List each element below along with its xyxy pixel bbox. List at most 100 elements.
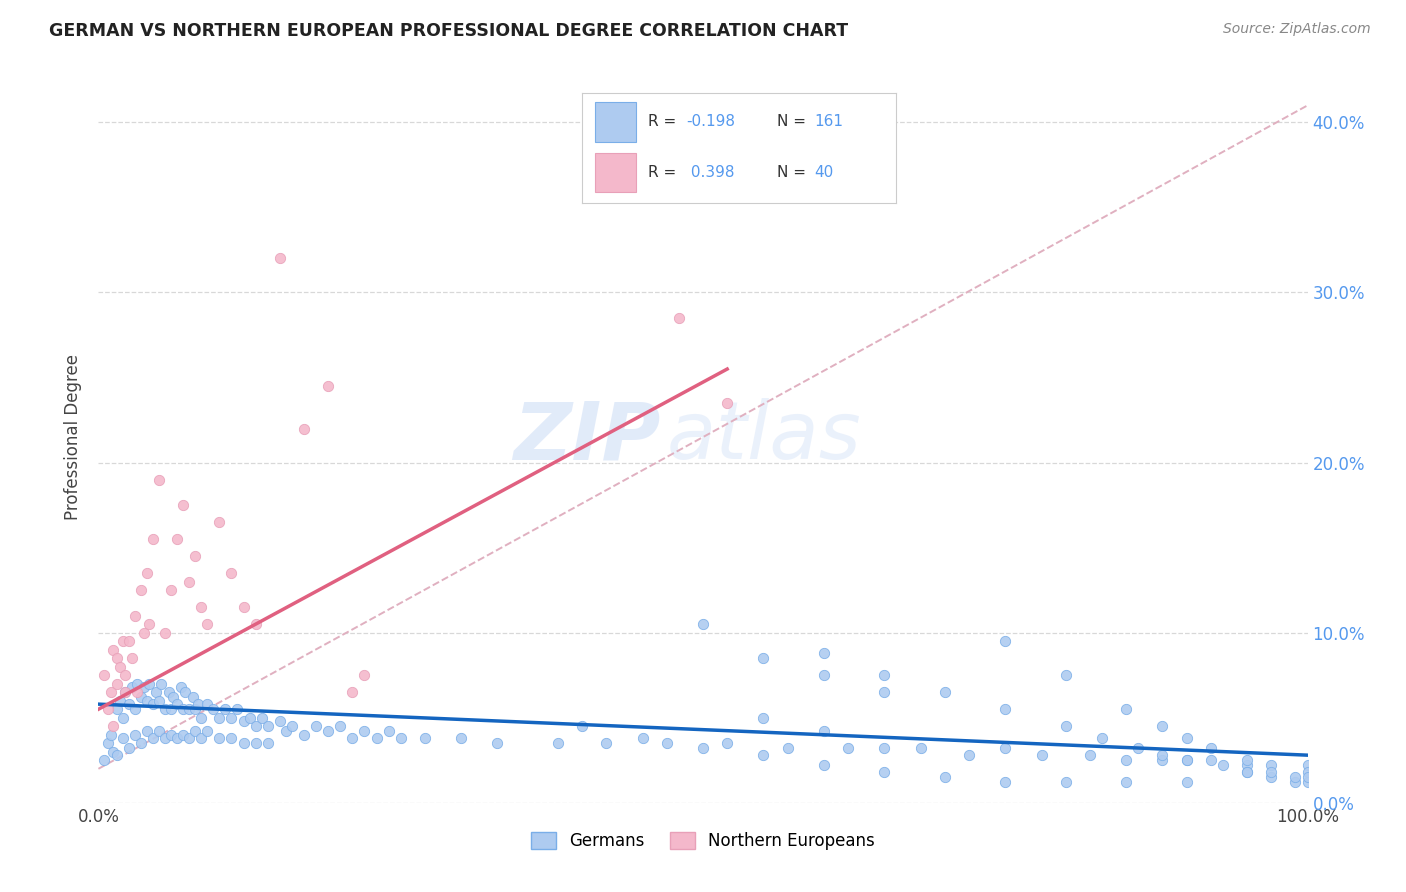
- Point: [232, 600, 254, 615]
- Point: [105, 677, 128, 691]
- Point: [1175, 731, 1198, 746]
- Point: [118, 741, 141, 756]
- Point: [450, 731, 472, 746]
- Point: [172, 728, 194, 742]
- Point: [1054, 775, 1077, 789]
- Point: [100, 728, 122, 742]
- Point: [837, 741, 859, 756]
- Point: [166, 532, 188, 546]
- Point: [145, 685, 167, 699]
- Point: [111, 634, 134, 648]
- Point: [114, 685, 136, 699]
- Point: [1236, 765, 1258, 780]
- Text: Source: ZipAtlas.com: Source: ZipAtlas.com: [1223, 22, 1371, 37]
- Point: [172, 498, 194, 512]
- Point: [1236, 758, 1258, 772]
- Point: [1152, 753, 1174, 767]
- Point: [166, 697, 188, 711]
- Point: [226, 702, 249, 716]
- Point: [1091, 731, 1114, 746]
- Point: [342, 685, 364, 699]
- Point: [813, 724, 835, 739]
- Point: [124, 702, 146, 716]
- Point: [202, 702, 225, 716]
- Point: [692, 617, 714, 632]
- Point: [245, 617, 267, 632]
- Point: [129, 736, 152, 750]
- Point: [101, 745, 124, 759]
- Text: ZIP: ZIP: [513, 398, 661, 476]
- Point: [245, 719, 267, 733]
- Point: [129, 583, 152, 598]
- Point: [239, 711, 262, 725]
- Point: [547, 736, 569, 750]
- Point: [100, 685, 122, 699]
- Point: [135, 724, 157, 739]
- Point: [934, 685, 956, 699]
- Point: [631, 731, 654, 746]
- Text: GERMAN VS NORTHERN EUROPEAN PROFESSIONAL DEGREE CORRELATION CHART: GERMAN VS NORTHERN EUROPEAN PROFESSIONAL…: [49, 22, 848, 40]
- Point: [195, 724, 218, 739]
- Point: [108, 659, 131, 673]
- Point: [994, 634, 1017, 648]
- Point: [232, 736, 254, 750]
- Point: [138, 677, 160, 691]
- Point: [595, 736, 617, 750]
- Point: [873, 685, 896, 699]
- Point: [148, 724, 170, 739]
- Point: [1078, 748, 1101, 763]
- Point: [1115, 753, 1137, 767]
- Point: [108, 694, 131, 708]
- Point: [1284, 775, 1306, 789]
- Point: [153, 625, 176, 640]
- Point: [274, 724, 297, 739]
- Point: [121, 680, 143, 694]
- Point: [208, 515, 231, 529]
- Point: [486, 736, 509, 750]
- Point: [1296, 758, 1319, 772]
- Point: [142, 532, 165, 546]
- Point: [148, 473, 170, 487]
- Text: atlas: atlas: [666, 398, 862, 476]
- Point: [221, 731, 243, 746]
- Point: [245, 736, 267, 750]
- Point: [1115, 702, 1137, 716]
- Point: [101, 719, 124, 733]
- Point: [142, 731, 165, 746]
- Point: [157, 685, 180, 699]
- Point: [208, 731, 231, 746]
- Point: [716, 396, 738, 410]
- Point: [184, 702, 207, 716]
- Point: [127, 677, 149, 691]
- Point: [190, 731, 212, 746]
- Point: [138, 617, 160, 632]
- Point: [329, 719, 352, 733]
- Point: [1296, 775, 1319, 789]
- Point: [281, 719, 304, 733]
- Point: [910, 741, 932, 756]
- Point: [1115, 775, 1137, 789]
- Point: [1260, 765, 1282, 780]
- Point: [316, 724, 339, 739]
- Point: [776, 741, 799, 756]
- Point: [342, 731, 364, 746]
- Point: [93, 753, 115, 767]
- Point: [692, 741, 714, 756]
- Point: [135, 694, 157, 708]
- Point: [994, 775, 1017, 789]
- Point: [195, 697, 218, 711]
- Point: [716, 736, 738, 750]
- Point: [129, 690, 152, 705]
- Point: [292, 728, 315, 742]
- Point: [97, 736, 120, 750]
- Point: [134, 625, 156, 640]
- Point: [873, 765, 896, 780]
- Point: [256, 719, 278, 733]
- Point: [153, 731, 176, 746]
- Point: [1128, 741, 1150, 756]
- Point: [269, 252, 291, 266]
- Point: [111, 711, 134, 725]
- Point: [366, 731, 388, 746]
- Point: [127, 685, 149, 699]
- Point: [150, 677, 173, 691]
